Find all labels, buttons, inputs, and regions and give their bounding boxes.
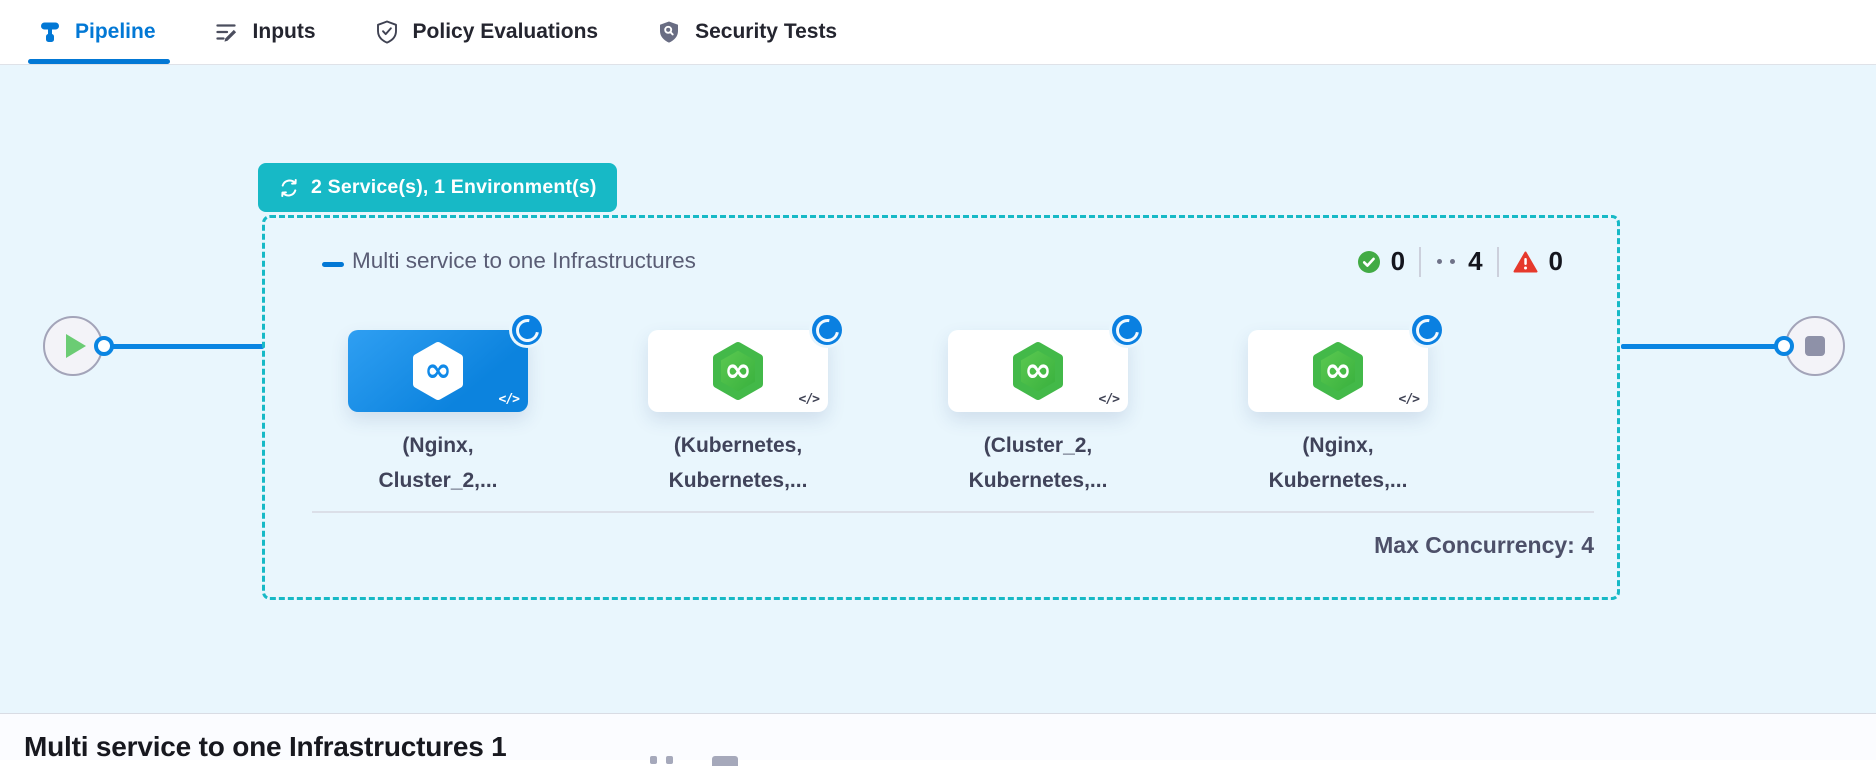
- failed-count: 0: [1548, 246, 1563, 276]
- step-label-line2: Cluster_2,...: [378, 469, 498, 492]
- tab-pipeline[interactable]: Pipeline: [28, 0, 170, 64]
- step-running-spinner-icon: [812, 315, 842, 345]
- loop-icon: [281, 178, 297, 197]
- tab-bar: Pipeline Inputs Policy Evaluations Secur…: [0, 0, 1876, 65]
- stage-group-badge[interactable]: 2 Service(s), 1 Environment(s): [258, 163, 617, 212]
- harness-hexagon-logo: ∞: [1311, 341, 1365, 401]
- infinity-icon: ∞: [1024, 350, 1052, 389]
- play-icon: [66, 334, 86, 358]
- execution-footer: Multi service to one Infrastructures 1: [0, 713, 1876, 766]
- harness-hexagon-logo: ∞: [1011, 341, 1065, 401]
- running-dots-icon: [1437, 259, 1456, 264]
- end-connector-port: [1774, 336, 1794, 356]
- code-icon: </>: [1398, 392, 1421, 407]
- tab-label: Pipeline: [75, 20, 156, 43]
- step-label: (Nginx, Cluster_2,...: [298, 428, 578, 498]
- success-check-icon: [1357, 250, 1380, 273]
- code-icon: </>: [498, 392, 521, 407]
- tab-policy-evaluations[interactable]: Policy Evaluations: [374, 0, 599, 64]
- start-connector-port: [94, 336, 114, 356]
- steps-divider: [312, 511, 1594, 513]
- footer-stage-name: Multi service to one Infrastructures 1: [24, 731, 507, 762]
- step-running-spinner-icon: [1112, 315, 1142, 345]
- running-count: 4: [1468, 246, 1483, 276]
- code-icon: </>: [1098, 392, 1121, 407]
- stage-group-title: Multi service to one Infrastructures: [352, 248, 696, 273]
- service-step-card[interactable]: ∞ </>: [648, 315, 842, 412]
- status-divider: [1419, 246, 1422, 277]
- step-label: (Cluster_2, Kubernetes,...: [898, 428, 1178, 498]
- tab-inputs[interactable]: Inputs: [214, 0, 316, 64]
- stage-group-container: Multi service to one Infrastructures 0 4…: [262, 215, 1620, 600]
- service-step-card[interactable]: ∞ </>: [1248, 315, 1442, 412]
- step-running-spinner-icon: [1412, 315, 1442, 345]
- policy-shield-icon: [376, 20, 397, 44]
- status-divider: [1496, 246, 1499, 277]
- tab-label: Policy Evaluations: [412, 20, 599, 43]
- stage-status-summary: 0 4 0: [1357, 246, 1563, 277]
- tab-security-tests[interactable]: Security Tests: [656, 0, 837, 64]
- tab-label: Security Tests: [695, 20, 838, 43]
- success-count: 0: [1390, 246, 1406, 276]
- step-label: (Nginx, Kubernetes,...: [1198, 428, 1478, 498]
- step-label-line1: (Kubernetes,: [673, 434, 803, 457]
- step-label-line1: (Nginx,: [1302, 434, 1374, 457]
- connector-line-left: [106, 344, 264, 349]
- failed-warning-icon: [1513, 251, 1538, 272]
- step-label: (Kubernetes, Kubernetes,...: [598, 428, 878, 498]
- harness-hexagon-logo: ∞: [711, 341, 765, 401]
- code-icon: </>: [798, 392, 821, 407]
- harness-hexagon-logo: ∞: [411, 341, 465, 401]
- clipped-icon-fragment: [712, 756, 738, 766]
- pipeline-canvas[interactable]: 2 Service(s), 1 Environment(s) Multi ser…: [0, 65, 1876, 713]
- clipped-icon-fragment: [650, 756, 673, 764]
- step-label-line2: Kubernetes,...: [1268, 469, 1408, 492]
- collapse-stage-icon[interactable]: [322, 262, 344, 267]
- infinity-icon: ∞: [1324, 350, 1352, 389]
- active-tab-underline: [28, 59, 170, 64]
- step-label-line2: Kubernetes,...: [968, 469, 1108, 492]
- pipeline-icon: [41, 22, 59, 42]
- infinity-icon: ∞: [424, 350, 452, 389]
- infinity-icon: ∞: [724, 350, 752, 389]
- step-label-line1: (Cluster_2,: [983, 434, 1093, 457]
- max-concurrency-label: Max Concurrency: 4: [1374, 532, 1594, 558]
- stage-badge-label: 2 Service(s), 1 Environment(s): [311, 176, 597, 198]
- service-step-card[interactable]: ∞ </>: [348, 315, 542, 412]
- security-shield-icon: [660, 21, 679, 43]
- pipeline-end-node[interactable]: [1785, 316, 1845, 376]
- step-running-spinner-icon: [512, 315, 542, 345]
- step-label-line2: Kubernetes,...: [668, 469, 808, 492]
- service-step-card[interactable]: ∞ </>: [948, 315, 1142, 412]
- inputs-icon: [215, 23, 236, 42]
- stop-icon: [1805, 336, 1825, 356]
- tab-label: Inputs: [252, 20, 316, 43]
- connector-line-right: [1621, 344, 1779, 349]
- step-label-line1: (Nginx,: [402, 434, 474, 457]
